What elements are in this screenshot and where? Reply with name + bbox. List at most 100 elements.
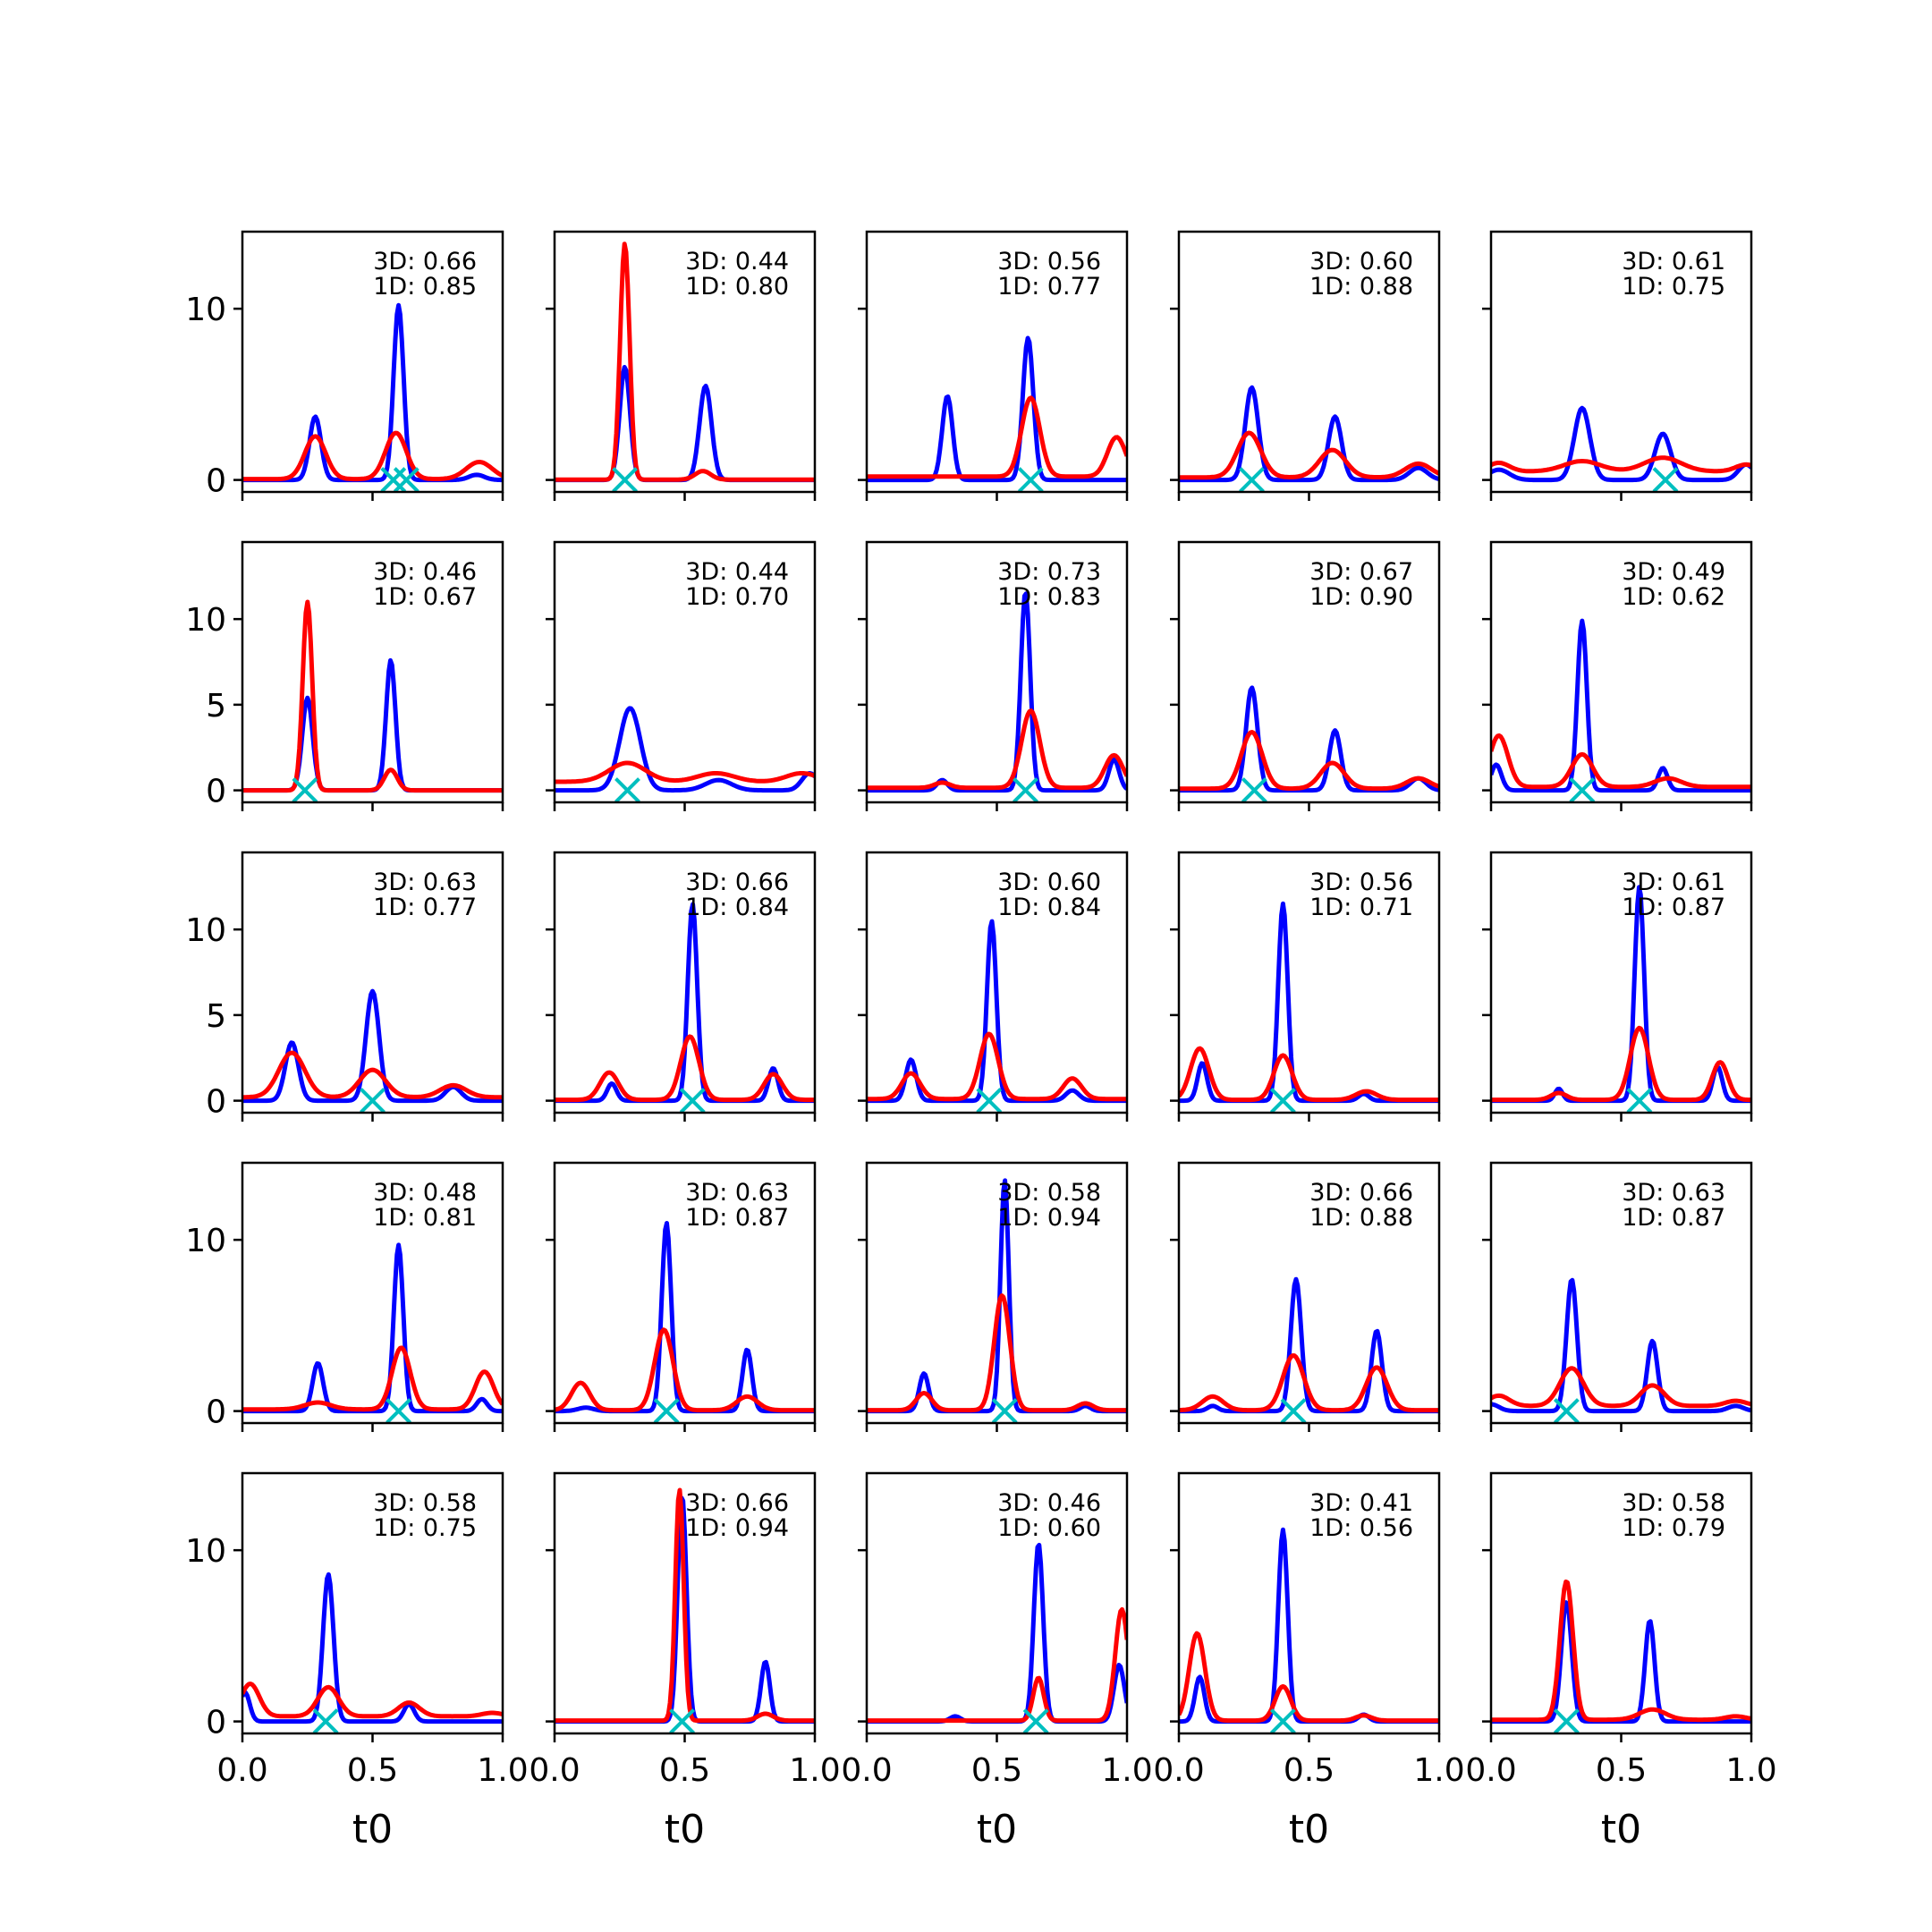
annotation-3d: 3D: 0.44 [685,248,789,275]
blue-series-line [242,988,503,1104]
marker-x [976,1088,1003,1113]
annotation-1d: 1D: 0.56 [1309,1514,1413,1542]
annotation-1d: 1D: 0.77 [373,894,477,921]
marker-x [1553,1708,1580,1733]
red-series-line [867,395,1127,479]
red-series-line [555,1487,815,1724]
annotation-3d: 3D: 0.66 [685,869,789,896]
red-series-line [867,1031,1127,1102]
blue-series-line [242,1242,503,1414]
marker-x [614,777,640,802]
annotation-3d: 3D: 0.66 [1309,1179,1413,1207]
x-tick-label: 1.0 [477,1752,528,1789]
annotation-3d: 3D: 0.49 [1622,558,1725,586]
annotation-1d: 1D: 0.94 [997,1204,1101,1232]
blue-series-line [1491,405,1751,483]
annotation-3d: 3D: 0.61 [1622,248,1725,275]
red-series-line [867,1293,1127,1413]
annotation-1d: 1D: 0.84 [997,894,1101,921]
marker-x [1626,1088,1653,1113]
red-series-line [242,430,503,482]
annotation-3d: 3D: 0.46 [373,558,477,586]
x-tick-label: 0.5 [1284,1752,1335,1789]
blue-series-line [867,335,1127,483]
x-axis-label: t0 [352,1807,393,1852]
annotation-3d: 3D: 0.60 [1309,248,1413,275]
blue-series-line [242,657,503,793]
marker-x [612,467,638,492]
marker-x [1280,1398,1307,1423]
annotation-3d: 3D: 0.58 [997,1179,1101,1207]
annotation-1d: 1D: 0.84 [685,894,789,921]
annotation-3d: 3D: 0.66 [373,248,477,275]
blue-series-line [242,1572,503,1724]
annotation-3d: 3D: 0.41 [1309,1489,1413,1517]
red-series-line [1491,1025,1751,1103]
annotation-1d: 1D: 0.71 [1309,894,1413,921]
annotation-3d: 3D: 0.58 [1622,1489,1725,1517]
annotation-1d: 1D: 0.70 [685,583,789,611]
red-series-line [1179,1353,1439,1413]
annotation-1d: 1D: 0.75 [373,1514,477,1542]
annotation-1d: 1D: 0.60 [997,1514,1101,1542]
blue-series-line [1179,901,1439,1104]
annotation-1d: 1D: 0.88 [1309,273,1413,301]
annotation-1d: 1D: 0.67 [373,583,477,611]
red-series-line [1179,1046,1439,1103]
marker-x [1022,1708,1049,1733]
annotation-3d: 3D: 0.63 [1622,1179,1725,1207]
red-series-line [867,1606,1127,1724]
blue-series-line [555,902,815,1104]
y-tick-label: 0 [206,1084,226,1121]
y-tick-label: 10 [185,602,226,639]
red-series-line [1491,455,1751,474]
y-tick-label: 10 [185,292,226,328]
x-axis-label: t0 [977,1807,1017,1852]
y-tick-label: 5 [206,688,226,724]
annotation-1d: 1D: 0.80 [685,273,789,301]
marker-x [1269,1088,1296,1113]
y-tick-label: 10 [185,1223,226,1259]
annotation-1d: 1D: 0.87 [685,1204,789,1232]
blue-series-line [1179,1276,1439,1414]
y-tick-label: 0 [206,1394,226,1431]
annotation-3d: 3D: 0.73 [997,558,1101,586]
annotation-3d: 3D: 0.58 [373,1489,477,1517]
annotation-1d: 1D: 0.85 [373,273,477,301]
x-tick-label: 0.0 [1465,1752,1516,1789]
red-series-line [555,1034,815,1103]
blue-series-line [867,591,1127,793]
annotation-3d: 3D: 0.61 [1622,869,1725,896]
red-series-line [242,1050,503,1100]
red-series-line [242,1345,503,1412]
y-tick-label: 0 [206,1705,226,1741]
marker-x [1017,467,1044,492]
marker-x [1553,1398,1580,1423]
annotation-3d: 3D: 0.56 [1309,869,1413,896]
red-series-line [867,708,1127,791]
x-tick-label: 0.5 [1596,1752,1647,1789]
red-series-line [1491,1579,1751,1723]
x-tick-label: 1.0 [789,1752,840,1789]
blue-series-line [1179,1527,1439,1724]
x-tick-label: 1.0 [1101,1752,1152,1789]
annotation-1d: 1D: 0.83 [997,583,1101,611]
red-series-line [555,1327,815,1413]
marker-x [1013,777,1038,802]
annotation-1d: 1D: 0.75 [1622,273,1725,301]
